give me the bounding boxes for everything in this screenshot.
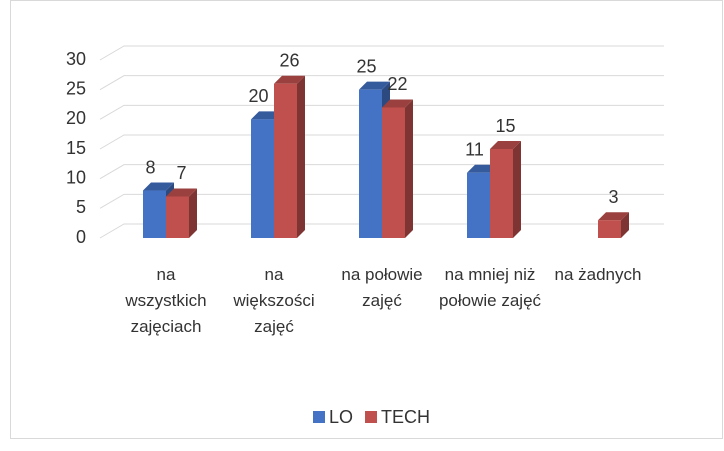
bar-top xyxy=(382,99,413,108)
bar-top xyxy=(490,141,521,149)
y-tick-label: 15 xyxy=(66,138,86,158)
y-tick-label: 0 xyxy=(76,227,86,247)
bar-side xyxy=(297,75,305,238)
data-label: 11 xyxy=(465,139,484,159)
grid-line xyxy=(99,134,664,150)
bar xyxy=(359,89,382,239)
x-tick-label: na większości zajęć xyxy=(233,265,315,336)
legend-swatch xyxy=(365,411,378,423)
bar-side xyxy=(621,212,629,238)
data-label: 26 xyxy=(279,50,299,70)
grid-line xyxy=(99,45,664,61)
y-tick-label: 20 xyxy=(66,108,86,128)
data-label: 20 xyxy=(248,86,268,106)
legend-label: LO xyxy=(329,407,353,427)
grid-line xyxy=(99,104,664,120)
bar-side xyxy=(513,141,521,238)
legend-swatch xyxy=(313,411,325,423)
chart-border xyxy=(10,0,723,439)
bar-top xyxy=(143,182,174,191)
bar xyxy=(382,107,405,238)
bar xyxy=(598,220,621,238)
bar-top xyxy=(274,75,305,84)
data-label: 7 xyxy=(176,163,186,183)
y-tick-label: 5 xyxy=(76,197,86,217)
grid-line xyxy=(99,164,664,180)
bar-top xyxy=(166,188,197,197)
bar xyxy=(490,149,513,238)
data-label: 22 xyxy=(387,74,407,94)
y-tick-label: 10 xyxy=(66,167,86,187)
bar-top xyxy=(359,81,390,90)
bar-side xyxy=(405,99,413,238)
bar-top xyxy=(598,212,629,221)
data-label: 25 xyxy=(356,56,376,76)
x-tick-label: na połowie zajęć xyxy=(341,265,423,310)
bar xyxy=(166,196,189,238)
data-label: 15 xyxy=(495,116,515,136)
x-tick-label: na wszystkich zajęciach xyxy=(125,265,207,336)
grid-line xyxy=(99,75,664,91)
data-label: 8 xyxy=(145,157,155,177)
bar xyxy=(467,172,490,238)
data-label: 3 xyxy=(608,187,618,207)
bar xyxy=(143,190,166,238)
y-tick-label: 30 xyxy=(66,49,86,69)
legend-label: TECH xyxy=(381,407,430,427)
bar xyxy=(274,83,297,238)
bar xyxy=(251,119,274,238)
y-tick-label: 25 xyxy=(66,78,86,98)
bar-side xyxy=(189,188,197,238)
x-tick-label: na żadnych xyxy=(554,265,642,284)
x-tick-label: na mniej niż połowie zajęć xyxy=(438,265,542,310)
